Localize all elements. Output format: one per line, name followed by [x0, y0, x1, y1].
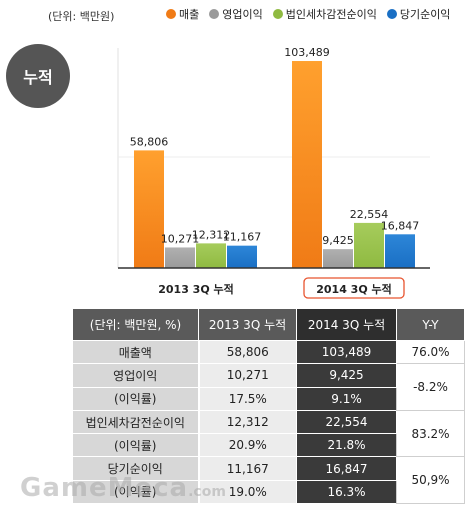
bar-pretax-income-1	[196, 243, 226, 268]
legend-swatch-net-income	[386, 9, 397, 19]
category-label-1: 2013 3Q 누적	[158, 282, 234, 296]
bar-operating-profit-1	[165, 247, 195, 268]
bar-operating-profit-2	[323, 249, 353, 268]
cell-2014: 9,425	[296, 363, 397, 388]
bar-net-income-1	[227, 245, 257, 268]
legend-item-pretax-income: 법인세차감전순이익	[272, 6, 377, 22]
cell-2013: 58,806	[198, 339, 297, 365]
highlight-box-2014	[303, 277, 405, 299]
bar-pretax-income-2	[354, 222, 384, 268]
row-label: (이익률)	[72, 386, 200, 411]
data-label-pretax-income-1: 12,312	[192, 228, 231, 241]
legend-item-net-income: 당기순이익	[386, 6, 451, 22]
bar-revenue-1	[134, 150, 164, 268]
cell-2014: 16,847	[296, 456, 397, 481]
cell-yy: -8.2%	[396, 363, 465, 411]
table-row: (이익률) 17.5% 9.1%	[72, 386, 465, 411]
cell-2013: 10,271	[198, 363, 297, 388]
header-yy: Y-Y	[396, 308, 465, 341]
legend-swatch-operating-profit	[209, 9, 220, 19]
data-label-pretax-income-2: 22,554	[350, 208, 389, 221]
legend-label-pretax-income: 법인세차감전순이익	[285, 8, 377, 21]
legend-label-revenue: 매출	[179, 8, 200, 21]
cell-yy: 50,9%	[396, 456, 465, 505]
chart-legend: 매출 영업이익 법인세차감전순이익 당기순이익	[166, 6, 450, 22]
legend-item-operating-profit: 영업이익	[209, 6, 263, 22]
watermark-main: GameMeca	[20, 473, 189, 503]
table-row: (이익률) 19.0% 16.3%	[72, 479, 465, 505]
row-label: 법인세차감전순이익	[72, 409, 200, 435]
row-label: 매출액	[72, 339, 200, 365]
cell-2013: 19.0%	[198, 479, 297, 505]
financial-table: (단위: 백만원, %) 2013 3Q 누적 2014 3Q 누적 Y-Y 매…	[72, 308, 465, 505]
legend-label-operating-profit: 영업이익	[222, 8, 263, 21]
data-label-net-income-1: 11,167	[223, 231, 262, 244]
row-label: 영업이익	[72, 363, 200, 388]
table-header-row: (단위: 백만원, %) 2013 3Q 누적 2014 3Q 누적 Y-Y	[72, 308, 465, 341]
watermark-suffix: .com	[188, 484, 226, 500]
bar-net-income-2	[385, 234, 415, 268]
cell-2013: 11,167	[198, 456, 297, 481]
cell-2014: 21.8%	[296, 433, 397, 458]
cell-2014: 9.1%	[296, 386, 397, 411]
table-row: 당기순이익 11,167 16,847 50,9%	[72, 456, 465, 505]
data-label-operating-profit-1: 10,271	[161, 232, 200, 245]
cell-2014: 22,554	[296, 409, 397, 435]
table-row: 매출액 58,806 103,489 76.0%	[72, 339, 465, 365]
data-label-revenue-2: 103,489	[284, 46, 330, 59]
data-label-revenue-1: 58,806	[130, 135, 169, 148]
cell-yy: 83.2%	[396, 409, 465, 458]
cell-2013: 20.9%	[198, 433, 297, 458]
table-row: (이익률) 20.9% 21.8%	[72, 433, 465, 458]
category-label-2: 2014 3Q 누적	[316, 282, 392, 296]
legend-swatch-pretax-income	[272, 9, 283, 19]
data-label-net-income-2: 16,847	[381, 219, 420, 232]
header-2014: 2014 3Q 누적	[296, 308, 397, 341]
cumulative-badge: 누적	[6, 44, 70, 108]
table-row: 법인세차감전순이익 12,312 22,554 83.2%	[72, 409, 465, 458]
legend-swatch-revenue	[166, 9, 176, 19]
row-label: (이익률)	[72, 479, 200, 505]
header-unit: (단위: 백만원, %)	[72, 308, 199, 341]
row-label: (이익률)	[72, 433, 200, 458]
watermark-logo: GameMeca.com	[20, 473, 226, 503]
table-row: 영업이익 10,271 9,425 -8.2%	[72, 363, 465, 411]
cell-2014: 103,489	[296, 339, 397, 365]
cell-yy: 76.0%	[396, 339, 465, 365]
header-2013: 2013 3Q 누적	[198, 308, 297, 341]
legend-label-net-income: 당기순이익	[399, 8, 451, 21]
data-label-operating-profit-2: 9,425	[322, 234, 354, 247]
cell-2013: 12,312	[198, 409, 297, 435]
cell-2013: 17.5%	[198, 386, 297, 411]
unit-note: (단위: 백만원)	[48, 10, 115, 23]
legend-item-revenue: 매출	[166, 6, 199, 22]
cell-2014: 16.3%	[296, 479, 397, 505]
bar-revenue-2	[292, 61, 322, 268]
